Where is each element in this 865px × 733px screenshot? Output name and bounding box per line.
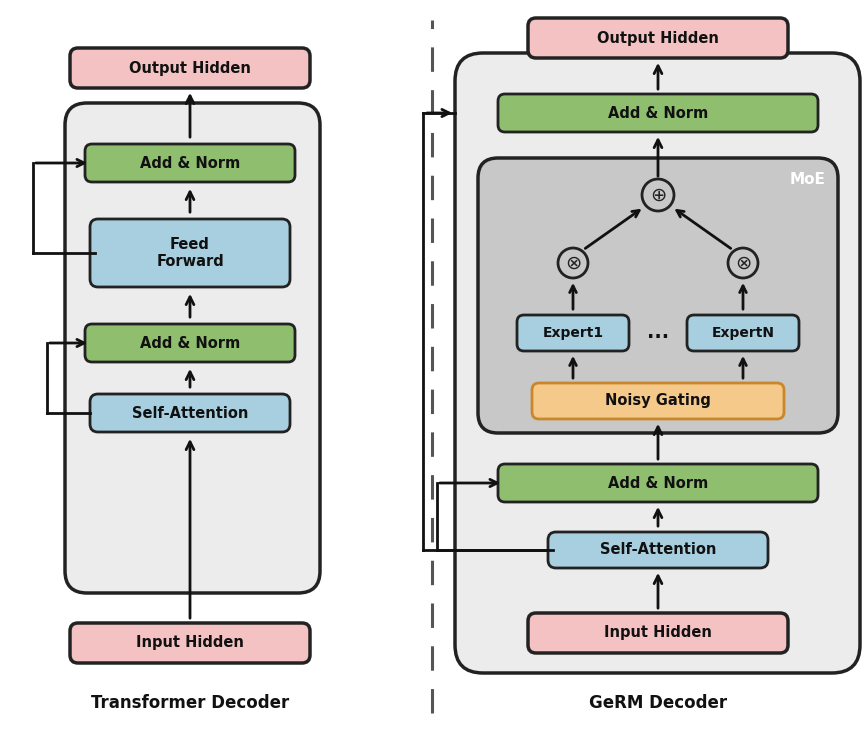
Text: MoE: MoE: [790, 172, 826, 188]
FancyBboxPatch shape: [478, 158, 838, 433]
Text: Transformer Decoder: Transformer Decoder: [91, 694, 289, 712]
FancyBboxPatch shape: [517, 315, 629, 351]
Text: Add & Norm: Add & Norm: [608, 106, 708, 120]
FancyBboxPatch shape: [548, 532, 768, 568]
Text: $\otimes$: $\otimes$: [734, 254, 752, 273]
Text: $\oplus$: $\oplus$: [650, 185, 666, 205]
Text: ...: ...: [647, 323, 669, 342]
Text: Add & Norm: Add & Norm: [140, 155, 240, 171]
FancyBboxPatch shape: [498, 94, 818, 132]
FancyBboxPatch shape: [528, 613, 788, 653]
Text: Feed
Forward: Feed Forward: [156, 237, 224, 269]
Text: Noisy Gating: Noisy Gating: [605, 394, 711, 408]
Text: ExpertN: ExpertN: [712, 326, 774, 340]
FancyBboxPatch shape: [455, 53, 860, 673]
FancyBboxPatch shape: [70, 48, 310, 88]
Text: Input Hidden: Input Hidden: [136, 636, 244, 650]
FancyBboxPatch shape: [90, 219, 290, 287]
FancyBboxPatch shape: [532, 383, 784, 419]
Text: Expert1: Expert1: [542, 326, 604, 340]
FancyBboxPatch shape: [85, 144, 295, 182]
Text: Self-Attention: Self-Attention: [131, 405, 248, 421]
Text: Output Hidden: Output Hidden: [129, 61, 251, 75]
FancyBboxPatch shape: [85, 324, 295, 362]
FancyBboxPatch shape: [70, 623, 310, 663]
Text: Add & Norm: Add & Norm: [140, 336, 240, 350]
FancyBboxPatch shape: [65, 103, 320, 593]
FancyBboxPatch shape: [687, 315, 799, 351]
Text: Output Hidden: Output Hidden: [597, 31, 719, 45]
Text: Self-Attention: Self-Attention: [599, 542, 716, 558]
FancyBboxPatch shape: [498, 464, 818, 502]
Text: Input Hidden: Input Hidden: [604, 625, 712, 641]
Text: Add & Norm: Add & Norm: [608, 476, 708, 490]
FancyBboxPatch shape: [528, 18, 788, 58]
Text: GeRM Decoder: GeRM Decoder: [589, 694, 727, 712]
Text: $\otimes$: $\otimes$: [565, 254, 581, 273]
FancyBboxPatch shape: [90, 394, 290, 432]
